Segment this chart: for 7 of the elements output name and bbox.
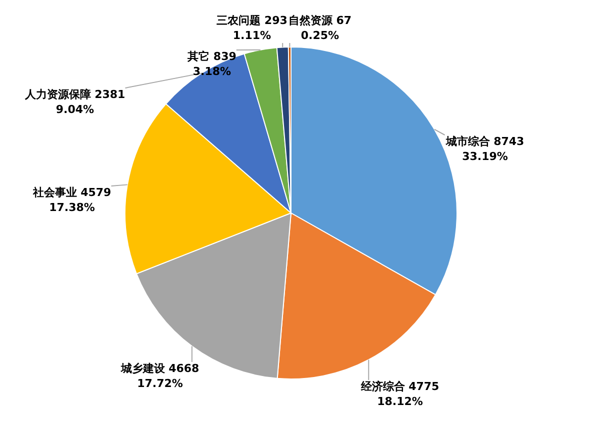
slice-label: 城市综合 8743 33.19%: [444, 135, 524, 163]
slice-label: 人力资源保障 2381 9.04%: [24, 88, 126, 116]
slice-label: 三农问题 293 1.11%: [216, 14, 288, 42]
slice-label: 自然资源 67 0.25%: [288, 14, 352, 42]
slice-label: 城乡建设 4668 17.72%: [120, 362, 200, 390]
slice-label: 社会事业 4579 17.38%: [32, 186, 112, 214]
slice-label: 经济综合 4775 18.12%: [360, 380, 440, 408]
